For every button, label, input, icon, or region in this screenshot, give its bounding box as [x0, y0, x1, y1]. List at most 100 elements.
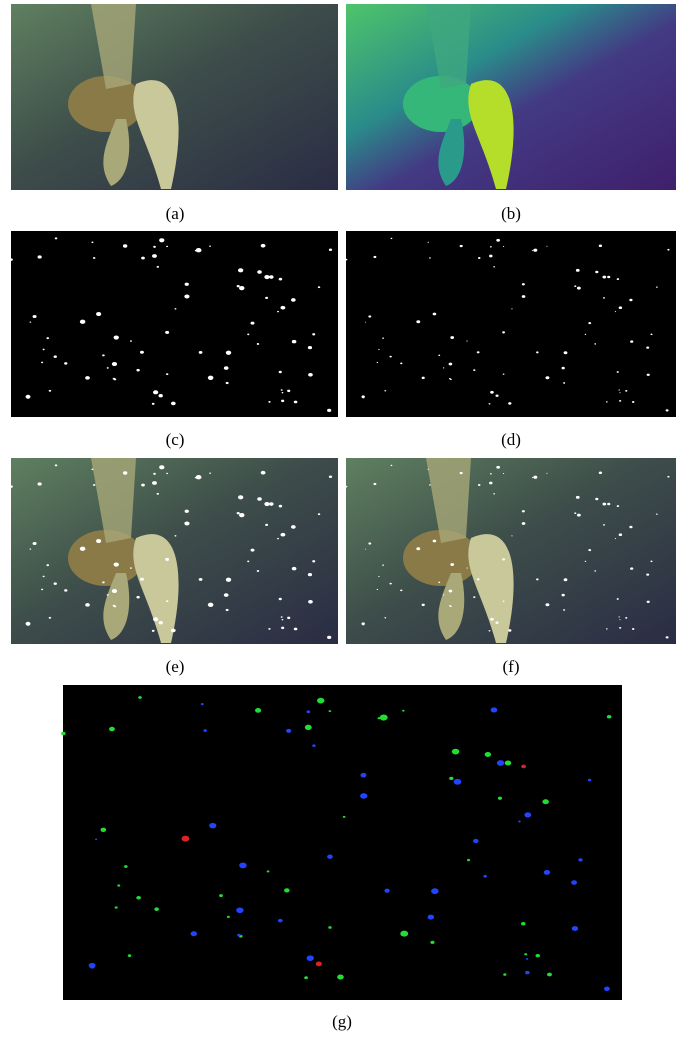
particle	[632, 628, 634, 630]
particle	[389, 583, 391, 585]
particle	[112, 362, 117, 366]
particle	[226, 609, 229, 611]
particle	[497, 760, 504, 766]
particle	[269, 275, 274, 279]
particle	[327, 636, 331, 639]
particle	[391, 238, 393, 239]
particle	[576, 496, 580, 499]
particle	[466, 568, 467, 569]
particle	[377, 362, 379, 363]
particle	[483, 875, 487, 878]
particle	[281, 400, 284, 402]
particle	[429, 257, 431, 258]
particle	[219, 894, 223, 897]
particle	[38, 482, 42, 485]
particle	[377, 589, 379, 590]
particle	[268, 401, 270, 403]
particle	[625, 390, 627, 392]
particle	[308, 600, 313, 604]
particle	[656, 286, 658, 287]
particle	[384, 390, 386, 391]
particle	[265, 524, 268, 526]
particle	[489, 630, 491, 631]
particle	[165, 558, 169, 561]
particle	[282, 619, 284, 620]
particle	[152, 403, 155, 405]
particle	[511, 535, 512, 536]
particle	[416, 320, 420, 323]
particle	[630, 567, 633, 569]
particle	[460, 472, 463, 474]
particle	[546, 246, 547, 247]
particle	[327, 855, 333, 859]
particle	[128, 954, 132, 957]
particle	[251, 322, 255, 325]
particle	[360, 773, 366, 778]
particle	[522, 283, 525, 285]
caption: (b)	[501, 204, 521, 223]
particle	[615, 311, 616, 312]
particle	[174, 308, 176, 309]
particle	[153, 246, 156, 248]
particle	[650, 333, 652, 335]
particle	[261, 244, 266, 248]
particle	[362, 396, 365, 398]
particle	[109, 727, 115, 731]
particle	[619, 306, 622, 309]
caption: (f)	[503, 657, 520, 676]
particle	[365, 549, 366, 550]
particle	[136, 896, 141, 900]
particle	[166, 600, 168, 602]
particle	[264, 502, 269, 506]
particle	[526, 958, 528, 960]
particle	[491, 707, 498, 712]
particle	[33, 542, 37, 545]
particle	[345, 486, 347, 488]
particle	[452, 749, 459, 755]
particle	[518, 821, 521, 823]
particle	[117, 884, 120, 886]
particle	[430, 941, 434, 944]
particle	[503, 973, 506, 976]
particle	[238, 268, 243, 272]
particle	[450, 563, 454, 566]
particle	[107, 594, 109, 596]
particle	[449, 777, 453, 780]
particle	[443, 367, 444, 368]
particle	[378, 576, 379, 577]
particle	[10, 485, 13, 487]
particle	[422, 604, 425, 606]
particle	[489, 482, 492, 485]
particle	[563, 382, 565, 384]
particle	[595, 271, 598, 273]
particle	[617, 371, 619, 373]
particle	[666, 636, 669, 638]
particle	[165, 331, 169, 334]
particle	[607, 715, 612, 719]
particle	[617, 598, 619, 600]
particle	[287, 390, 290, 392]
particle	[577, 287, 581, 290]
particle	[400, 362, 402, 364]
particle	[578, 858, 582, 861]
particle	[602, 276, 606, 279]
particle	[607, 503, 610, 506]
particle	[112, 589, 117, 593]
particle	[247, 561, 249, 563]
particle	[588, 549, 591, 551]
particle	[209, 473, 211, 474]
particle	[226, 382, 229, 384]
particle	[265, 297, 268, 299]
particle	[400, 589, 402, 591]
particle	[629, 299, 632, 302]
particle	[316, 962, 322, 967]
particle	[140, 351, 144, 354]
particle	[599, 244, 602, 247]
particle	[521, 765, 526, 769]
particle	[427, 469, 428, 470]
particle	[606, 401, 608, 402]
particle	[153, 390, 158, 394]
particle	[619, 619, 620, 620]
panel-a	[11, 4, 338, 190]
particle	[136, 596, 139, 599]
